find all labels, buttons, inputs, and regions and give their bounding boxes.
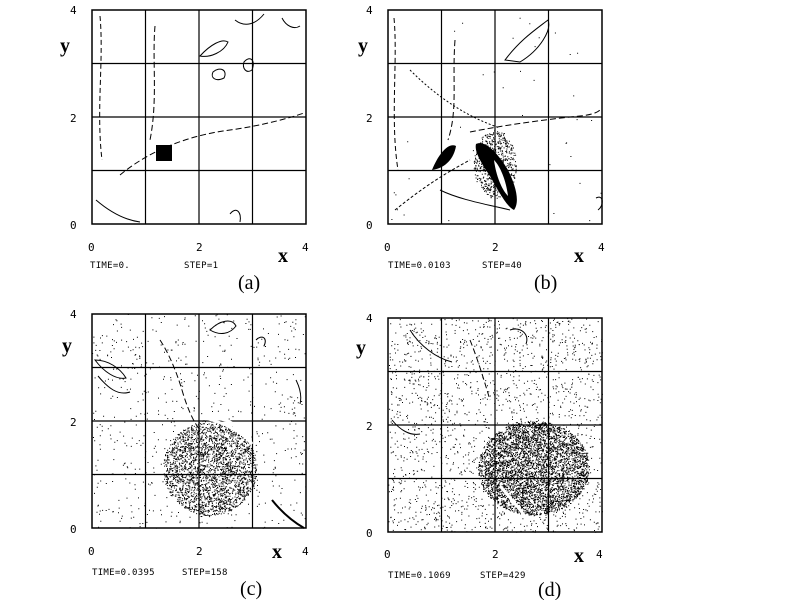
particle-scatter: [391, 17, 602, 222]
panel-a-initial-block: [156, 145, 172, 161]
panel-d-grid: [388, 318, 602, 532]
panel-d: 4 2 0 0 2 4 y x TIME=0.1069 STEP=429 (d): [356, 312, 603, 600]
panel-d-x-label: x: [574, 545, 584, 567]
panel-d-ytick-0: 0: [366, 527, 373, 540]
panel-a-caption: (a): [238, 272, 260, 294]
panel-b-ytick-2: 2: [366, 112, 373, 125]
panel-c-y-label: y: [62, 335, 72, 357]
panel-d-xtick-0: 0: [384, 548, 391, 561]
panel-a-ytick-4: 4: [70, 4, 77, 17]
panel-b-cluster-hole: [494, 160, 508, 196]
panel-c-xtick-0: 0: [88, 545, 95, 558]
panel-b-contours: [393, 17, 603, 211]
panel-c-frame: [91, 313, 307, 529]
panel-c-xtick-2: 2: [196, 545, 203, 558]
panel-b-xtick-0: 0: [384, 241, 391, 254]
panel-b-caption: (b): [534, 272, 557, 294]
panel-c-xtick-4: 4: [302, 545, 309, 558]
panel-a: 4 2 0 0 2 4 y x TIME=0. STEP=1 (a): [60, 4, 309, 294]
panel-a-contours: [95, 13, 305, 223]
panel-a-time: TIME=0.: [90, 261, 130, 271]
panel-b-y-label: y: [358, 35, 368, 57]
panel-d-ytick-2: 2: [366, 420, 373, 433]
panel-a-xtick-0: 0: [88, 241, 95, 254]
panel-a-ytick-0: 0: [70, 219, 77, 232]
panel-d-time: TIME=0.1069: [388, 571, 451, 581]
panel-b-particles: [391, 17, 602, 222]
panel-d-step: STEP=429: [480, 571, 526, 581]
panel-b-ytick-4: 4: [366, 4, 373, 17]
panel-d-contours: [391, 328, 530, 521]
panel-a-y-label: y: [60, 35, 70, 57]
panel-c: 4 2 0 0 2 4 y x TIME=0.0395 STEP=158 (c): [62, 308, 309, 600]
panel-c-grid: [92, 314, 306, 528]
panel-a-grid: [92, 10, 306, 224]
panel-d-caption: (d): [538, 579, 561, 600]
panel-b-x-label: x: [574, 245, 584, 267]
panel-b-time: TIME=0.0103: [388, 261, 451, 271]
panel-b-ytick-0: 0: [366, 219, 373, 232]
panel-b-xtick-4: 4: [598, 241, 605, 254]
panel-a-xtick-4: 4: [302, 241, 309, 254]
panel-b-xtick-2: 2: [492, 241, 499, 254]
panel-b-dense-clusters: [432, 143, 517, 210]
panel-b-step: STEP=40: [482, 261, 522, 271]
panel-c-x-label: x: [272, 541, 282, 563]
panel-c-ytick-4: 4: [70, 308, 77, 321]
panel-b: 4 2 0 0 2 4 y x TIME=0.0103 STEP=40 (b): [358, 4, 605, 294]
panel-a-ytick-2: 2: [70, 112, 77, 125]
panel-c-ytick-2: 2: [70, 416, 77, 429]
panel-d-y-label: y: [356, 337, 366, 359]
panel-c-step: STEP=158: [182, 568, 228, 578]
panel-c-time: TIME=0.0395: [92, 568, 155, 578]
panel-a-xtick-2: 2: [196, 241, 203, 254]
panel-d-xtick-2: 2: [492, 548, 499, 561]
panel-d-ytick-4: 4: [366, 312, 373, 325]
panel-c-caption: (c): [240, 578, 262, 600]
panel-c-ytick-0: 0: [70, 523, 77, 536]
panel-d-xtick-4: 4: [596, 548, 603, 561]
panel-c-contours: [93, 320, 305, 529]
panel-d-frame: [387, 317, 603, 533]
panel-b-frame: [387, 9, 603, 225]
panel-a-x-label: x: [278, 245, 288, 267]
panel-a-step: STEP=1: [184, 261, 218, 271]
panel-a-frame: [91, 9, 307, 225]
